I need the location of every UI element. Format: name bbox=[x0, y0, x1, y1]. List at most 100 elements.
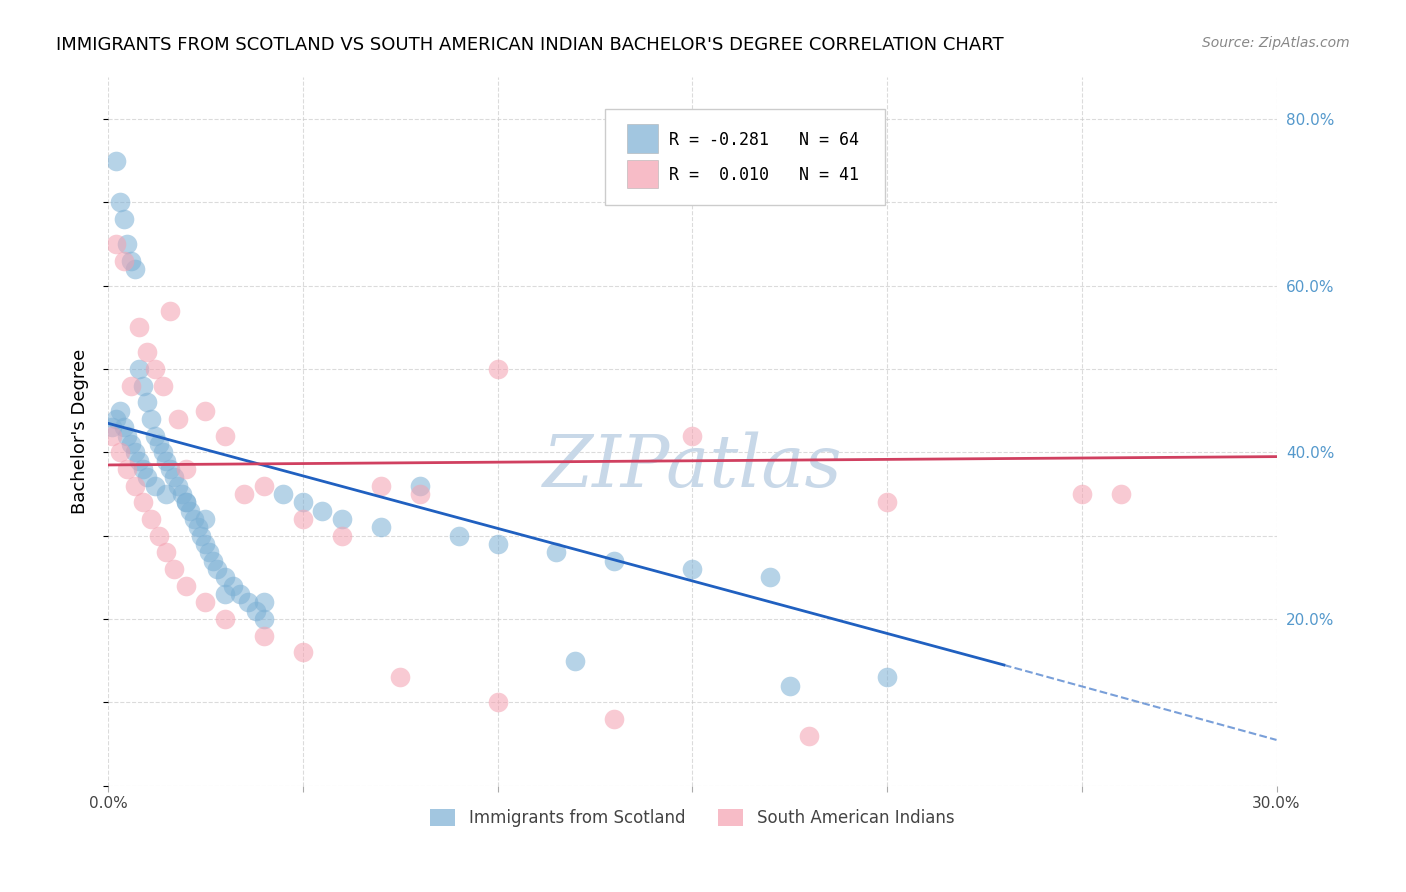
Point bbox=[245, 604, 267, 618]
Point bbox=[136, 345, 159, 359]
FancyBboxPatch shape bbox=[605, 110, 884, 205]
Point bbox=[876, 495, 898, 509]
Point bbox=[128, 320, 150, 334]
Point bbox=[486, 362, 509, 376]
Point bbox=[139, 412, 162, 426]
Text: Source: ZipAtlas.com: Source: ZipAtlas.com bbox=[1202, 36, 1350, 50]
Point bbox=[389, 670, 412, 684]
Point bbox=[155, 487, 177, 501]
Point bbox=[233, 487, 256, 501]
Point bbox=[544, 545, 567, 559]
Point bbox=[205, 562, 228, 576]
Point bbox=[132, 378, 155, 392]
Text: R = -0.281   N = 64: R = -0.281 N = 64 bbox=[669, 131, 859, 149]
Point bbox=[155, 454, 177, 468]
Point bbox=[108, 195, 131, 210]
Point bbox=[214, 429, 236, 443]
Legend: Immigrants from Scotland, South American Indians: Immigrants from Scotland, South American… bbox=[423, 803, 960, 834]
Point bbox=[1070, 487, 1092, 501]
Point bbox=[104, 412, 127, 426]
Point bbox=[271, 487, 294, 501]
Point bbox=[170, 487, 193, 501]
Point bbox=[155, 545, 177, 559]
Point bbox=[120, 437, 142, 451]
Point bbox=[291, 495, 314, 509]
Point bbox=[143, 362, 166, 376]
Point bbox=[159, 303, 181, 318]
Point bbox=[136, 470, 159, 484]
Point bbox=[163, 562, 186, 576]
Point bbox=[681, 562, 703, 576]
Point bbox=[408, 479, 430, 493]
Point bbox=[370, 479, 392, 493]
Point bbox=[564, 654, 586, 668]
Point bbox=[124, 445, 146, 459]
Point bbox=[183, 512, 205, 526]
Point bbox=[108, 445, 131, 459]
FancyBboxPatch shape bbox=[627, 124, 658, 153]
Point bbox=[253, 629, 276, 643]
Point bbox=[311, 504, 333, 518]
Point bbox=[486, 696, 509, 710]
Point bbox=[148, 529, 170, 543]
Point bbox=[202, 554, 225, 568]
Point bbox=[214, 612, 236, 626]
Point bbox=[174, 462, 197, 476]
Point bbox=[190, 529, 212, 543]
Point bbox=[132, 495, 155, 509]
Point bbox=[1109, 487, 1132, 501]
Point bbox=[101, 429, 124, 443]
Point bbox=[194, 595, 217, 609]
Point bbox=[124, 479, 146, 493]
Point bbox=[214, 570, 236, 584]
Point bbox=[759, 570, 782, 584]
Point bbox=[108, 404, 131, 418]
Point bbox=[194, 512, 217, 526]
Point bbox=[229, 587, 252, 601]
Point bbox=[370, 520, 392, 534]
Point bbox=[253, 595, 276, 609]
Point bbox=[112, 253, 135, 268]
Point bbox=[128, 362, 150, 376]
Point bbox=[214, 587, 236, 601]
Text: ZIPatlas: ZIPatlas bbox=[543, 432, 842, 502]
Point bbox=[139, 512, 162, 526]
Point bbox=[253, 612, 276, 626]
Point bbox=[143, 479, 166, 493]
Point bbox=[603, 554, 626, 568]
Point bbox=[291, 645, 314, 659]
Point bbox=[797, 729, 820, 743]
Point bbox=[163, 470, 186, 484]
Point bbox=[132, 462, 155, 476]
Point bbox=[447, 529, 470, 543]
Point bbox=[143, 429, 166, 443]
Point bbox=[117, 429, 139, 443]
Point bbox=[681, 429, 703, 443]
Point bbox=[174, 495, 197, 509]
Point bbox=[291, 512, 314, 526]
Point bbox=[174, 495, 197, 509]
Text: R =  0.010   N = 41: R = 0.010 N = 41 bbox=[669, 166, 859, 184]
Point bbox=[159, 462, 181, 476]
Point bbox=[152, 378, 174, 392]
Point bbox=[238, 595, 260, 609]
Point bbox=[101, 420, 124, 434]
Point bbox=[603, 712, 626, 726]
Point bbox=[124, 262, 146, 277]
Point bbox=[128, 454, 150, 468]
Point bbox=[117, 237, 139, 252]
Point bbox=[198, 545, 221, 559]
Point bbox=[120, 378, 142, 392]
Y-axis label: Bachelor's Degree: Bachelor's Degree bbox=[72, 349, 89, 515]
Point bbox=[104, 237, 127, 252]
Point bbox=[136, 395, 159, 409]
Point bbox=[112, 420, 135, 434]
Point bbox=[120, 253, 142, 268]
Point bbox=[408, 487, 430, 501]
Point bbox=[194, 404, 217, 418]
Point bbox=[253, 479, 276, 493]
Point bbox=[194, 537, 217, 551]
Point bbox=[148, 437, 170, 451]
Point bbox=[167, 412, 190, 426]
Point bbox=[179, 504, 201, 518]
